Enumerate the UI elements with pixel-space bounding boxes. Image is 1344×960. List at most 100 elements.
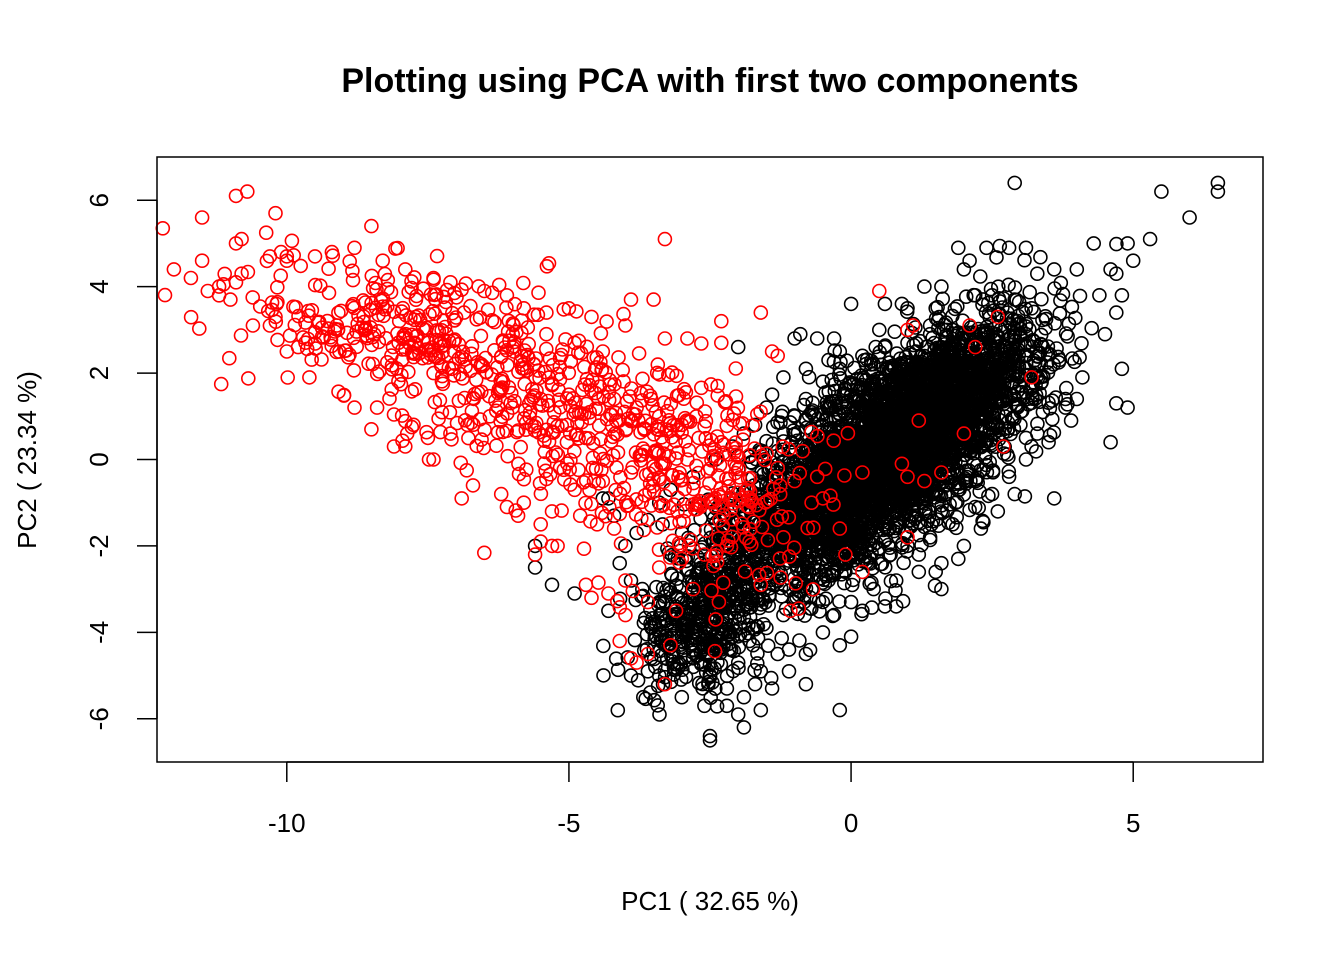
data-point [887,324,903,340]
data-point [1001,240,1017,256]
data-point [674,689,690,705]
data-point [931,309,947,325]
data-point [1046,425,1062,440]
data-point [815,625,831,640]
data-point [862,398,878,414]
data-point [1030,416,1045,432]
data-point [844,547,860,563]
data-point [1018,240,1034,256]
data-point [544,577,560,593]
data-point [1072,288,1088,304]
data-point [828,411,844,427]
data-point [629,525,644,541]
data-point [832,594,847,609]
data-point [795,578,811,594]
data-point [1114,287,1130,303]
data-point [829,452,845,467]
data-point [956,538,972,554]
data-point [812,604,827,619]
data-point [984,486,1000,502]
data-point [1022,284,1037,300]
data-point [1109,305,1124,320]
data-point [958,289,974,305]
data-point [1017,489,1033,504]
data-point [911,527,927,543]
data-point [765,419,781,435]
data-point [809,331,825,346]
data-point [1084,320,1099,336]
data-point [849,427,865,442]
data-point [1075,370,1090,385]
data-point [933,504,949,519]
data-point [887,498,902,514]
data-point [950,240,966,256]
data-point [989,250,1004,265]
data-point [1103,434,1118,450]
data-point [878,484,894,499]
data-point [832,702,848,718]
data-point [950,551,966,567]
data-point [1069,262,1085,277]
data-point [948,520,964,536]
data-point [844,577,860,593]
data-point [1072,350,1087,365]
data-point [840,476,856,492]
data-point [801,369,817,385]
data-point [979,240,994,256]
data-point [801,407,817,423]
data-point [1063,413,1079,428]
data-point [847,360,862,376]
chart-title: Plotting using PCA with first two compon… [341,62,1078,100]
data-point [612,555,628,571]
data-point [877,296,893,312]
data-point [972,269,988,284]
data-point [773,565,789,581]
data-point [948,495,963,511]
data-point [781,663,797,679]
data-point [840,460,856,476]
data-point [1059,380,1074,396]
data-point [949,299,965,314]
data-point [911,547,927,562]
data-point [918,506,933,522]
data-point [911,564,927,580]
data-point [807,498,823,514]
data-point [753,702,769,718]
data-point [843,296,859,312]
data-point [798,361,814,377]
data-point [832,637,848,653]
series-black [527,175,1226,748]
data-point [1046,491,1062,506]
data-point [776,370,791,385]
data-point [730,339,746,355]
data-point [864,575,879,590]
data-point [1018,452,1034,467]
data-point [853,431,869,446]
data-point [764,387,780,403]
data-point [1114,361,1130,377]
data-point [1067,354,1082,370]
data-point [845,572,861,588]
data-point [871,540,887,556]
data-point [818,591,834,607]
data-point [627,632,643,648]
data-point [747,676,763,692]
data-point [983,281,999,297]
data-point [792,453,808,469]
data-point [567,586,582,601]
data-point [990,504,1006,519]
data-point [959,469,975,485]
data-point [784,434,799,450]
data-point [1046,262,1062,277]
data-point [1142,231,1158,247]
data-point [1092,287,1107,303]
data-point [1064,351,1080,366]
data-point [1109,236,1124,252]
data-point [719,698,735,714]
data-point [827,377,842,392]
data-point [1210,184,1226,199]
data-point [953,455,968,471]
data-point [736,689,752,705]
data-point [652,707,667,722]
